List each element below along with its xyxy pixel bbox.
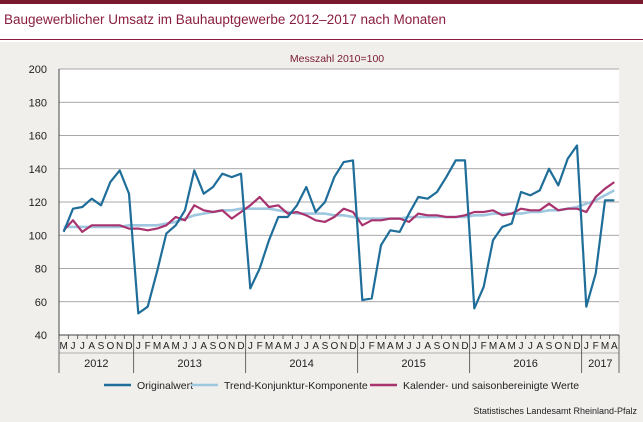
year-label-2015: 2015 — [401, 358, 425, 370]
y-tick-label: 120 — [29, 197, 47, 209]
month-label: N — [116, 341, 123, 352]
title-divider — [0, 39, 643, 40]
month-label: F — [145, 341, 151, 352]
month-label: J — [472, 341, 477, 352]
y-tick-label: 80 — [35, 264, 47, 276]
month-label: F — [481, 341, 487, 352]
month-label: A — [536, 341, 543, 352]
month-label: O — [218, 341, 226, 352]
month-label: D — [349, 341, 356, 352]
month-label: A — [200, 341, 207, 352]
month-label: M — [377, 341, 385, 352]
month-label: J — [584, 341, 589, 352]
month-label: A — [499, 341, 506, 352]
y-tick-label: 40 — [35, 330, 47, 342]
month-label: J — [407, 341, 412, 352]
y-tick-label: 200 — [29, 64, 47, 76]
month-label: M — [265, 341, 273, 352]
month-label: A — [163, 341, 170, 352]
month-label: S — [98, 341, 105, 352]
month-label: D — [125, 341, 132, 352]
month-label: A — [611, 341, 618, 352]
month-label: J — [528, 341, 533, 352]
month-label: D — [573, 341, 580, 352]
month-label: M — [601, 341, 609, 352]
series-line-trend-konjunktur-komponente — [63, 189, 615, 229]
month-label: S — [546, 341, 553, 352]
series-line-originalwert — [62, 144, 615, 315]
month-label: N — [564, 341, 571, 352]
series-line-kalender-und-saisonbereinigte-werte — [62, 181, 615, 233]
month-label: A — [88, 341, 95, 352]
month-label: A — [424, 341, 431, 352]
y-tick-label: 100 — [29, 230, 47, 242]
year-label-2013: 2013 — [177, 358, 201, 370]
month-label: J — [183, 341, 188, 352]
month-label: M — [59, 341, 67, 352]
month-label: F — [593, 341, 599, 352]
month-label: J — [136, 341, 141, 352]
month-label: F — [257, 341, 263, 352]
legend-label: Originalwert — [137, 380, 193, 392]
chart-subtitle: Messzahl 2010=100 — [290, 53, 384, 65]
page-title: Baugewerblicher Umsatz im Bauhauptgewerb… — [4, 12, 447, 27]
month-label: J — [304, 341, 309, 352]
top-accent-bar — [0, 0, 643, 4]
month-label: O — [106, 341, 114, 352]
month-label: J — [416, 341, 421, 352]
legend-label: Kalender- und saisonbereinigte Werte — [403, 380, 579, 392]
source-note: Statistisches Landesamt Rheinland-Pfalz — [473, 406, 637, 416]
month-label: J — [295, 341, 300, 352]
month-label: N — [228, 341, 235, 352]
year-label-2012: 2012 — [84, 358, 108, 370]
month-label: S — [322, 341, 329, 352]
year-label-2014: 2014 — [289, 358, 313, 370]
month-label: O — [554, 341, 562, 352]
month-label: S — [434, 341, 441, 352]
month-label: J — [519, 341, 524, 352]
month-label: A — [312, 341, 319, 352]
month-label: M — [171, 341, 179, 352]
month-label: F — [369, 341, 375, 352]
month-label: M — [283, 341, 291, 352]
y-tick-label: 140 — [29, 164, 47, 176]
y-tick-label: 60 — [35, 297, 47, 309]
month-label: M — [507, 341, 515, 352]
month-label: M — [395, 341, 403, 352]
month-label: A — [275, 341, 282, 352]
month-label: J — [80, 341, 85, 352]
month-label: J — [248, 341, 253, 352]
year-label-2017: 2017 — [588, 358, 612, 370]
month-label: M — [489, 341, 497, 352]
month-label: J — [192, 341, 197, 352]
month-label: M — [153, 341, 161, 352]
y-tick-label: 160 — [29, 131, 47, 143]
month-label: A — [387, 341, 394, 352]
month-label: O — [442, 341, 450, 352]
month-label: N — [340, 341, 347, 352]
month-label: J — [71, 341, 76, 352]
month-label: O — [330, 341, 338, 352]
y-tick-label: 180 — [29, 97, 47, 109]
month-label: N — [452, 341, 459, 352]
month-label: J — [360, 341, 365, 352]
month-label: S — [210, 341, 217, 352]
legend-label: Trend-Konjunktur-Komponente — [224, 380, 368, 392]
month-label: D — [461, 341, 468, 352]
month-label: D — [237, 341, 244, 352]
year-label-2016: 2016 — [513, 358, 537, 370]
